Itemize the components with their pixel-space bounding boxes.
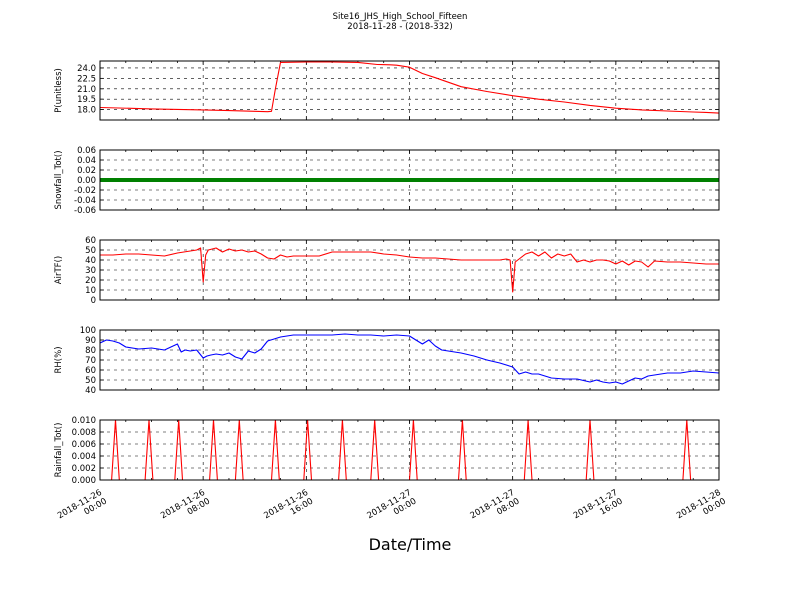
y-tick-label: 10	[85, 286, 96, 296]
y-tick-label: 18.0	[77, 106, 96, 116]
y-tick-label: 0.004	[72, 452, 96, 462]
y-tick-label: 0.000	[72, 476, 96, 486]
panel-2: -0.06-0.04-0.020.000.020.040.06 Snowfall_…	[54, 146, 720, 216]
y-tick-label: 40	[85, 256, 96, 266]
y-tick-label: 40	[85, 386, 96, 396]
axes-frame	[99, 149, 720, 211]
x-axis-label: Date/Time	[369, 535, 452, 554]
y-tick-label: 60	[85, 236, 96, 246]
axes-frame	[99, 60, 720, 121]
panel-5: 0.000 0.002 0.004 0.006 0.008 0.010 Rainfall_T…	[54, 416, 720, 486]
y-tick-label: 0.00	[77, 176, 96, 186]
y-tick-label: 0	[91, 296, 96, 306]
y-axis-label: AirTF()	[54, 256, 64, 284]
y-tick-label: 50	[85, 246, 96, 256]
y-tick-label: -0.06	[74, 206, 96, 216]
figure-title-line1: Site16_JHS_High_School_Fifteen	[333, 12, 468, 22]
figure-title-line2: 2018-11-28 - (2018-332)	[347, 22, 452, 32]
y-tick-label: 20	[85, 276, 96, 286]
y-axis-label: RH(%)	[54, 346, 64, 373]
y-axis-label: P(unitless)	[54, 68, 64, 113]
y-axis-label: Rainfall_Tot()	[54, 423, 64, 478]
y-tick-label: 0.04	[77, 156, 96, 166]
series-line-1	[100, 61, 719, 114]
y-tick-label: 0.008	[72, 428, 96, 438]
y-tick-label: 19.5	[77, 95, 96, 105]
y-tick-label: 24.0	[77, 64, 96, 74]
y-tick-label: 0.06	[77, 146, 96, 156]
axes-frame	[99, 329, 720, 391]
y-tick-label: 100	[80, 326, 96, 336]
y-tick-label: 0.02	[77, 166, 96, 176]
y-tick-label: 90	[85, 336, 96, 346]
panel-1: 18.019.521.022.524.0 P(unitless)	[54, 60, 720, 121]
y-tick-label: 0.002	[72, 464, 96, 474]
y-tick-label: -0.02	[74, 186, 96, 196]
y-tick-label: 80	[85, 346, 96, 356]
y-tick-label: 50	[85, 376, 96, 386]
y-tick-label: 21.0	[77, 85, 96, 95]
y-tick-label: 60	[85, 366, 96, 376]
series-line-3	[100, 247, 719, 293]
y-tick-label: 0.010	[72, 416, 96, 426]
y-tick-label: 30	[85, 266, 96, 276]
y-axis-label: Snowfall_Tot()	[54, 150, 64, 209]
series-line-4	[100, 333, 719, 385]
y-tick-label: 0.006	[72, 440, 96, 450]
y-tick-label: -0.04	[74, 196, 96, 206]
axes-frame	[99, 239, 720, 301]
y-tick-label: 70	[85, 356, 96, 366]
axes-frame	[99, 419, 720, 481]
series-line-5	[100, 420, 719, 480]
y-tick-label: 22.5	[77, 74, 96, 84]
panels: 18.019.521.022.524.0P(unitless)-0.06-0.0…	[54, 60, 720, 486]
